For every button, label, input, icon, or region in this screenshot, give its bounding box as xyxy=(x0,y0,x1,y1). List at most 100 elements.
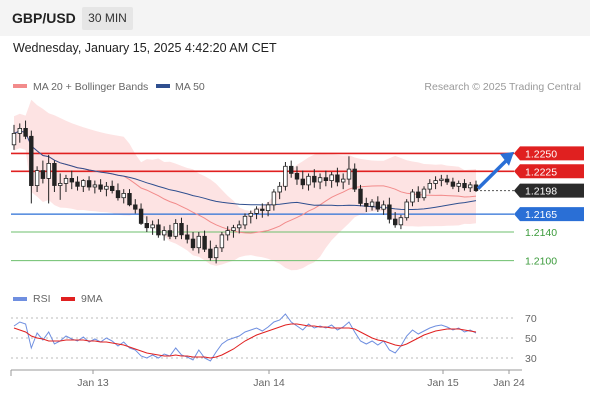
candle-body xyxy=(467,184,473,189)
candle-body xyxy=(11,132,17,146)
candle-body xyxy=(248,212,253,217)
candle-body xyxy=(213,247,219,259)
moving-averages xyxy=(13,130,477,234)
candle-body xyxy=(288,165,294,174)
candle-body xyxy=(387,204,392,220)
candle-body xyxy=(439,178,444,181)
candle-body xyxy=(156,224,161,236)
candle-body xyxy=(271,191,277,206)
candle-body xyxy=(219,234,225,249)
level-label-1-2100: 1.2100 xyxy=(525,256,557,268)
symbol-title: GBP/USD xyxy=(12,10,76,26)
level-tag-1-2250 xyxy=(514,146,584,161)
candle-body xyxy=(46,162,51,179)
candle-body xyxy=(115,190,121,199)
x-tick-label: Jan 24 xyxy=(493,377,525,389)
candle-body xyxy=(358,188,363,204)
ma50-legend-swatch xyxy=(156,84,170,88)
candle-body xyxy=(75,181,80,187)
candle-body xyxy=(444,178,450,183)
level-label-1-2198: 1.2198 xyxy=(525,186,557,198)
candle-body xyxy=(306,175,311,186)
candle-body xyxy=(34,170,40,187)
rsi-tick-50: 50 xyxy=(525,333,537,345)
candle-body xyxy=(433,180,438,184)
candle-body xyxy=(110,185,115,192)
candle-body xyxy=(352,168,357,190)
candle-body xyxy=(138,208,144,224)
ma20-legend-label: MA 20 + Bollinger Bands xyxy=(33,81,148,93)
candle-body xyxy=(167,230,173,237)
ma50-line xyxy=(13,130,477,210)
candle-body xyxy=(317,177,323,183)
rsi-ma-line xyxy=(13,323,477,359)
candle-body xyxy=(283,165,288,187)
candle-body xyxy=(202,235,207,250)
candle-body xyxy=(185,234,190,240)
candle-body xyxy=(236,224,242,229)
level-label-1-2250: 1.2250 xyxy=(525,148,557,160)
level-tag-1-2165 xyxy=(514,207,584,222)
level-label-1-2140: 1.2140 xyxy=(525,227,557,239)
candle-body xyxy=(323,177,329,181)
header-bar: GBP/USD 30 MIN xyxy=(0,0,590,36)
candle-body xyxy=(17,127,22,134)
candle-body xyxy=(369,201,375,207)
candle-body xyxy=(312,175,317,183)
forecast-arrow-head xyxy=(500,151,514,166)
candle-body xyxy=(127,192,132,206)
rsi-legend-swatch xyxy=(13,297,27,301)
candle-body xyxy=(150,224,155,229)
candle-body xyxy=(265,204,271,211)
x-tick-label: Jan 13 xyxy=(77,377,109,389)
candle-body xyxy=(63,177,69,184)
candle-body xyxy=(456,182,461,187)
candle-body xyxy=(144,222,149,229)
candle-body xyxy=(196,235,201,249)
rsi-tick-70: 70 xyxy=(525,313,537,325)
rsi-legend-label: RSI xyxy=(33,293,51,305)
timeframe-badge[interactable]: 30 MIN xyxy=(82,7,133,30)
candle-body xyxy=(410,191,415,203)
candle-body xyxy=(86,180,92,188)
candle-body xyxy=(92,184,98,188)
candle-body xyxy=(121,192,126,199)
candle-body xyxy=(277,185,282,193)
candle-body xyxy=(133,204,138,210)
candle-body xyxy=(416,191,421,199)
candle-body xyxy=(294,172,300,180)
forecast-arrow xyxy=(476,151,514,190)
candle-body xyxy=(81,180,86,187)
candle-body xyxy=(450,181,456,187)
candle-body xyxy=(375,201,380,210)
datetime-label: Wednesday, January 15, 2025 4:42:20 AM C… xyxy=(13,41,277,55)
level-label-1-2225: 1.2225 xyxy=(525,166,557,178)
candle-body xyxy=(392,218,398,226)
candle-body xyxy=(340,178,346,183)
x-axis-labels: Jan 13 Jan 14 Jan 15 Jan 24 xyxy=(77,370,525,389)
ma50-legend-label: MA 50 xyxy=(175,81,205,93)
candle-body xyxy=(104,185,109,190)
candle-body xyxy=(260,208,265,211)
candle-body xyxy=(29,135,34,187)
candle-body xyxy=(190,238,196,249)
level-tag-1-2198 xyxy=(514,183,584,198)
level-label-1-2165: 1.2165 xyxy=(525,209,557,221)
candle-body xyxy=(225,230,230,236)
candle-body xyxy=(254,208,259,214)
candle-body xyxy=(40,170,46,179)
rsi-ma-legend-label: 9MA xyxy=(81,293,103,305)
candle-body xyxy=(69,177,74,183)
candle-body xyxy=(161,230,167,236)
candle-body xyxy=(462,182,467,189)
candle-body xyxy=(242,215,248,226)
candle-body xyxy=(179,222,184,236)
ma20-legend-swatch xyxy=(13,84,27,88)
candle-body xyxy=(381,204,386,210)
candle-body xyxy=(398,217,404,226)
candle-body xyxy=(52,162,57,186)
x-tick-label: Jan 15 xyxy=(427,377,459,389)
rsi-tick-30: 30 xyxy=(525,353,537,365)
